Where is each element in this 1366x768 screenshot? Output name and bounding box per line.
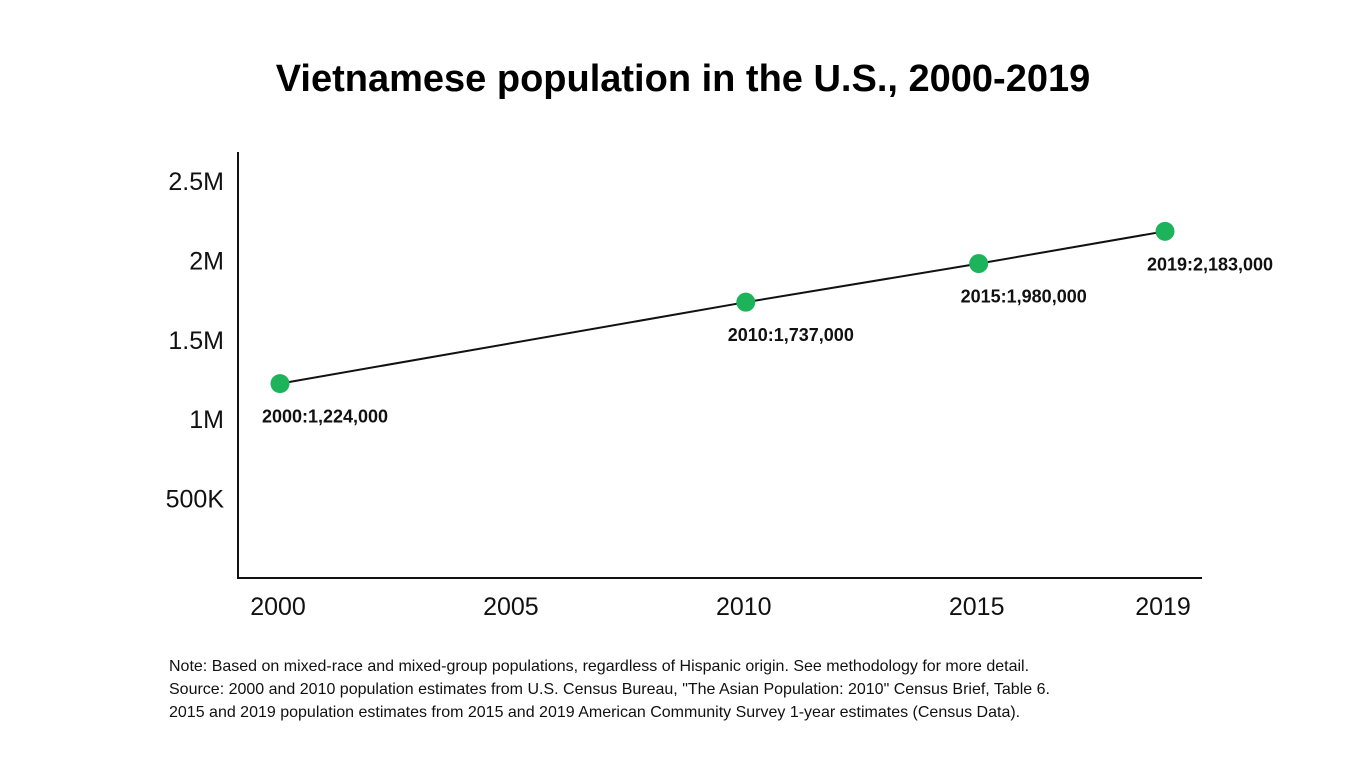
chart-notes: Note: Based on mixed-race and mixed-grou… [169, 655, 1319, 724]
series-line [279, 230, 1166, 385]
chart-title: Vietnamese population in the U.S., 2000-… [275, 58, 1091, 100]
y-tick-label: 2.5M [168, 168, 224, 196]
x-tick-label: 2000 [250, 593, 306, 621]
x-tick-label: 2005 [483, 593, 539, 621]
data-point-2019 [1155, 221, 1175, 241]
data-label-2010: 2010:1,737,000 [728, 325, 854, 345]
data-labels: 2000:1,224,000 2010:1,737,000 2015:1,980,0… [262, 254, 1273, 426]
x-axis-ticks: 2000 2005 2010 2015 2019 [250, 593, 1191, 621]
y-tick-label: 500K [166, 486, 225, 514]
data-point-2010 [736, 292, 756, 312]
axes [237, 152, 1202, 579]
x-tick-label: 2019 [1135, 593, 1191, 621]
data-label-2000: 2000:1,224,000 [262, 407, 388, 427]
data-point-2015 [969, 254, 989, 274]
note-source-acs: 2015 and 2019 population estimates from … [169, 704, 1021, 721]
data-points [270, 221, 1175, 394]
data-point-2000 [270, 374, 290, 394]
y-axis-ticks: 500K 1M 1.5M 2M 2.5M [166, 168, 225, 514]
x-tick-label: 2010 [716, 593, 772, 621]
series-line-path [279, 230, 1166, 385]
note-methodology: Note: Based on mixed-race and mixed-grou… [169, 658, 1030, 675]
y-tick-label: 2M [189, 247, 224, 275]
x-tick-label: 2015 [949, 593, 1005, 621]
note-source-census: Source: 2000 and 2010 population estimat… [169, 681, 1050, 698]
data-label-2015: 2015:1,980,000 [961, 287, 1087, 307]
y-tick-label: 1.5M [168, 327, 224, 355]
data-label-2019: 2019:2,183,000 [1147, 254, 1273, 274]
line-chart: 500K 1M 1.5M 2M 2.5M 2000 2005 2010 2015 2019 20… [166, 152, 1273, 621]
y-tick-label: 1M [189, 406, 224, 434]
